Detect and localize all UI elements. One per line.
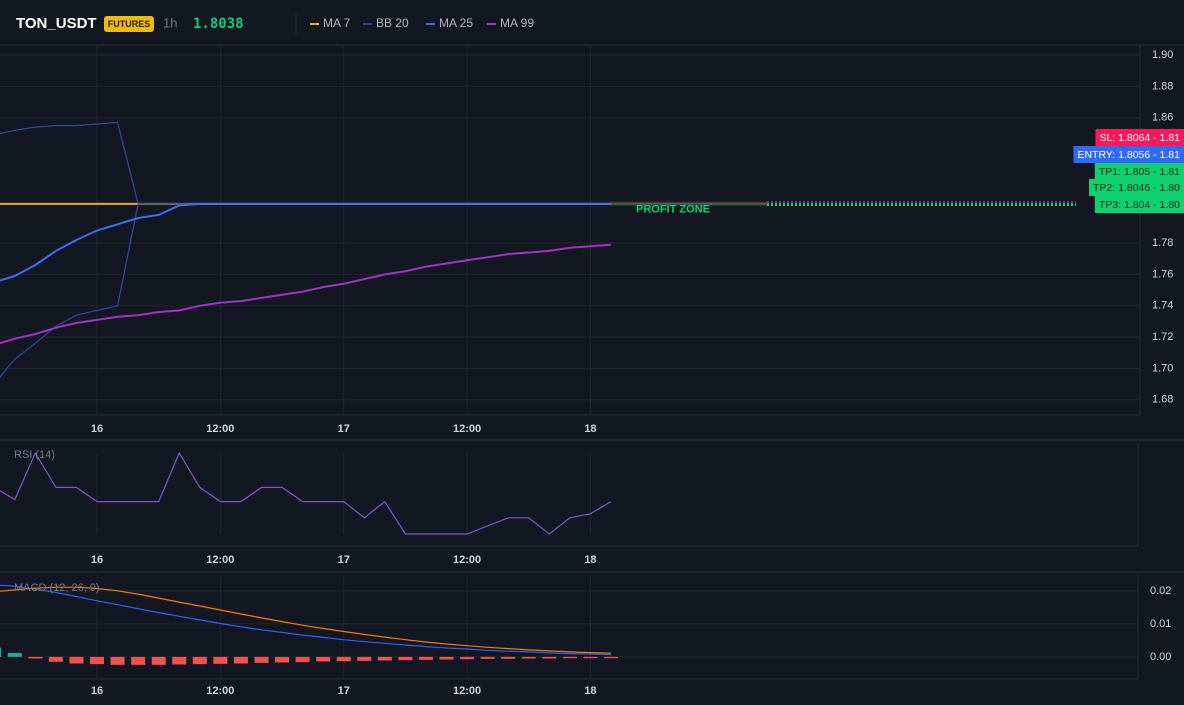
x-tick-label: 18 [584,685,596,697]
x-tick-label: 16 [91,685,103,697]
histogram-bar [583,656,598,659]
histogram-bar [562,656,577,659]
y-tick-label: 1.88 [1152,80,1173,92]
y-tick-label: 1.68 [1152,394,1173,406]
last-price: 1.8038 [193,16,244,32]
y-tick-label: 1.76 [1152,268,1173,280]
order-label: TP3: 1.804 - 1.80 [1099,199,1180,211]
histogram-bar [336,656,351,662]
order-label: SL: 1.8064 - 1.81 [1099,132,1180,144]
histogram-bar [110,656,125,665]
histogram-bar [521,656,536,659]
histogram-bar [460,656,475,660]
histogram-bar [213,656,228,664]
order-label-bg [1095,129,1184,146]
histogram-bar [604,656,618,659]
y-tick-label: 1.86 [1152,112,1173,124]
x-tick-label: 16 [91,423,103,435]
histogram-bar [398,656,413,661]
x-tick-label: 18 [584,423,596,435]
risk-zone [610,201,767,204]
histogram-bar [172,656,187,665]
x-tick-label: 17 [338,554,350,566]
series-line [0,243,612,345]
series-line [0,451,612,535]
order-label-bg [1073,146,1184,163]
x-tick-label: 12:00 [453,554,481,566]
x-tick-label: 12:00 [453,685,481,697]
histogram-bar [254,656,269,663]
x-tick-label: 16 [91,554,103,566]
order-label-bg [1094,196,1184,213]
legend-label[interactable]: MA 99 [500,16,534,30]
x-tick-label: 17 [338,423,350,435]
x-tick-label: 18 [584,554,596,566]
y-tick-label: 1.70 [1152,362,1173,374]
order-label-bg [1094,163,1184,180]
histogram-bar [0,647,2,657]
histogram-bar [69,656,84,664]
series-line [0,586,612,654]
y-tick-label: 0.00 [1150,651,1171,663]
histogram-bar [295,656,310,663]
order-label: ENTRY: 1.8056 - 1.81 [1077,149,1180,161]
pane-title: RSI (14) [14,449,55,461]
histogram-bar [192,656,207,665]
x-tick-label: 17 [338,685,350,697]
x-tick-label: 12:00 [206,685,234,697]
histogram-bar [48,656,63,662]
y-tick-label: 1.90 [1152,49,1173,61]
x-tick-label: 12:00 [453,423,481,435]
y-tick-label: 1.72 [1152,331,1173,343]
histogram-bar [275,656,290,663]
histogram-bar [28,656,43,659]
plot-area [0,451,612,535]
y-tick-label: 0.02 [1150,585,1171,597]
plot-area [0,45,1140,415]
plot-area [0,575,1138,679]
histogram-bar [439,656,454,660]
histogram-bar [151,656,166,665]
interval[interactable]: 1h [163,15,177,30]
symbol[interactable]: TON_USDT [16,15,97,32]
x-tick-label: 12:00 [206,554,234,566]
histogram-bar [501,656,516,659]
legend-label[interactable]: MA 7 [323,16,351,30]
x-tick-label: 12:00 [206,423,234,435]
order-label-bg [1089,179,1184,196]
histogram-bar [418,656,433,660]
order-label: TP1: 1.805 - 1.81 [1099,166,1180,178]
histogram-bar [357,656,372,661]
badge-bg [104,16,154,32]
histogram-bar [316,656,331,662]
y-tick-label: 0.01 [1150,618,1171,630]
histogram-bar [131,656,146,665]
histogram-bar [377,656,392,661]
histogram-bar [542,656,557,659]
y-tick-label: 1.78 [1152,237,1173,249]
y-tick-label: 1.74 [1152,300,1173,312]
histogram-bar [90,656,104,665]
legend-label[interactable]: MA 25 [439,16,473,30]
histogram-bar [7,652,22,657]
histogram-bar [480,656,495,659]
badge: FUTURES [108,19,151,29]
order-label: TP2: 1.8046 - 1.80 [1093,182,1180,194]
series-line [0,202,611,282]
histogram-bar [233,656,248,664]
legend-label[interactable]: BB 20 [376,16,409,30]
pane-title: MACD (12, 26, 9) [14,582,100,594]
series-line [0,584,612,656]
zone-annotation: PROFIT ZONE [636,203,710,215]
profit-zone [610,202,767,206]
